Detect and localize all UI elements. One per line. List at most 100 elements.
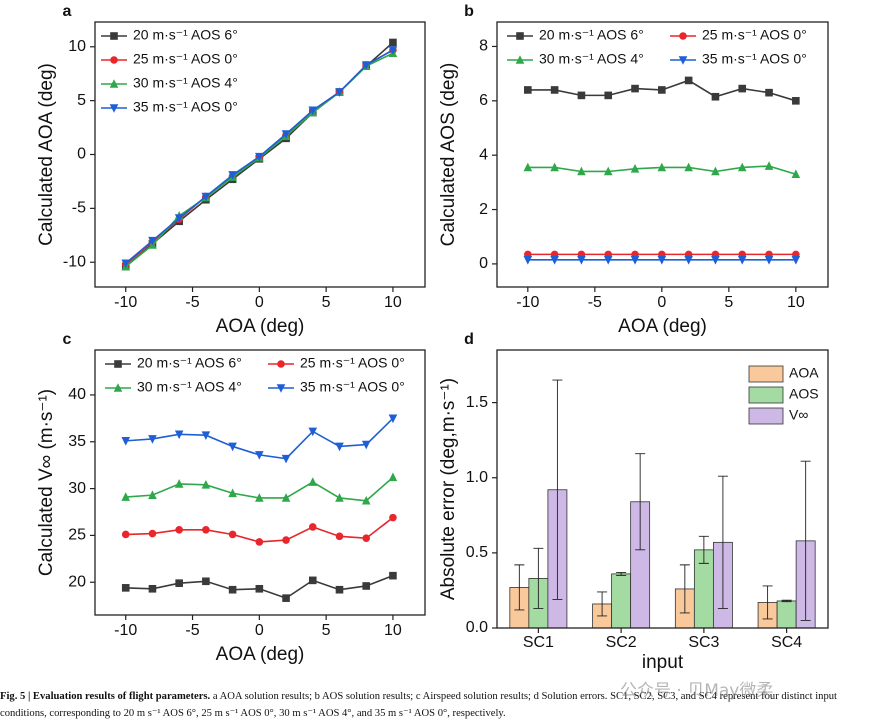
x-tick-label: -5 <box>185 622 199 639</box>
legend-marker <box>276 384 286 393</box>
marker <box>657 256 667 265</box>
legend-label: AOA <box>789 365 819 381</box>
error-bar <box>717 475 728 609</box>
marker <box>174 214 184 223</box>
marker <box>308 427 318 437</box>
y-tick-label: 0 <box>479 255 488 272</box>
error-bar <box>781 599 792 603</box>
y-tick-label: 0.5 <box>466 544 488 561</box>
legend-label: 35 m·s⁻¹ AOS 0° <box>133 99 238 115</box>
marker <box>308 106 318 116</box>
marker <box>388 414 398 424</box>
x-tick-label: -10 <box>114 622 137 639</box>
legend-marker <box>515 55 525 64</box>
marker <box>577 166 586 176</box>
y-axis-label: Calculated AOS (deg) <box>438 63 459 247</box>
y-axis-label: Calculated AOA (deg) <box>36 63 57 246</box>
x-tick-label: 10 <box>787 294 805 311</box>
marker <box>550 162 559 172</box>
bar <box>611 573 632 629</box>
plot-frame <box>94 349 426 616</box>
marker <box>711 166 720 176</box>
marker <box>255 538 264 546</box>
marker <box>175 525 183 534</box>
y-tick-label: 35 <box>68 433 86 450</box>
x-tick-label: -5 <box>588 294 602 311</box>
legend-marker <box>110 32 118 40</box>
marker <box>201 192 211 202</box>
error-bar <box>552 379 563 600</box>
x-tick-label: 0 <box>657 294 666 311</box>
marker <box>202 525 210 534</box>
y-tick-label: 30 <box>68 480 86 497</box>
marker <box>389 571 397 580</box>
marker <box>174 430 184 440</box>
legend-label: 35 m·s⁻¹ AOS 0° <box>702 51 807 67</box>
y-tick-label: 20 <box>68 573 86 590</box>
marker <box>281 493 291 502</box>
x-tick-label: 0 <box>255 294 264 311</box>
marker <box>737 256 747 265</box>
legend-swatch <box>748 365 784 383</box>
legend-label: 30 m·s⁻¹ AOS 4° <box>133 75 238 91</box>
marker <box>523 256 533 265</box>
x-axis-label: AOA (deg) <box>216 316 305 337</box>
marker <box>603 166 613 176</box>
marker <box>335 442 344 452</box>
marker <box>308 477 318 486</box>
legend-label: 25 m·s⁻¹ AOS 0° <box>300 355 405 371</box>
x-tick-label: SC4 <box>771 634 802 651</box>
marker <box>684 162 693 172</box>
marker <box>255 152 264 162</box>
y-tick-label: 0.0 <box>466 619 488 636</box>
plot-frame <box>496 21 829 288</box>
error-bar <box>635 453 646 551</box>
marker <box>148 236 157 246</box>
error-bar <box>616 571 627 576</box>
marker <box>228 530 237 539</box>
legend-marker <box>109 104 119 113</box>
marker <box>228 171 237 180</box>
marker <box>604 91 613 100</box>
marker <box>282 536 290 544</box>
x-tick-label: -10 <box>516 294 539 311</box>
marker <box>524 86 532 94</box>
y-tick-label: 0 <box>77 146 86 163</box>
marker <box>765 88 773 97</box>
panel-label: d <box>464 331 474 348</box>
y-tick-label: 25 <box>68 527 86 544</box>
legend-label: 30 m·s⁻¹ AOS 4° <box>137 379 242 395</box>
y-tick-label: 10 <box>68 38 86 55</box>
marker <box>389 513 397 522</box>
x-tick-label: SC2 <box>606 634 637 651</box>
marker <box>228 488 237 498</box>
marker <box>577 91 586 100</box>
marker <box>121 530 130 539</box>
marker <box>791 169 801 179</box>
error-bar <box>762 585 773 620</box>
y-tick-label: 40 <box>68 386 86 403</box>
marker <box>228 442 237 452</box>
y-axis-label: Calculated V∞ (m·s⁻¹) <box>36 389 57 576</box>
x-tick-label: SC1 <box>523 634 554 651</box>
marker <box>121 259 131 269</box>
marker <box>631 84 639 93</box>
marker <box>121 492 131 501</box>
marker <box>658 86 666 94</box>
marker <box>711 92 720 101</box>
marker <box>335 493 344 502</box>
marker <box>281 130 291 139</box>
y-tick-label: 4 <box>479 146 488 163</box>
marker <box>201 480 211 489</box>
caption-text: a AOA solution results; b AOS solution r… <box>0 691 837 719</box>
marker <box>148 490 157 499</box>
marker <box>657 162 667 172</box>
error-bar <box>698 535 709 564</box>
legend-marker <box>678 56 688 65</box>
marker <box>792 97 800 105</box>
marker <box>335 585 344 594</box>
legend-marker <box>109 79 119 88</box>
marker <box>308 576 317 585</box>
error-bar <box>514 564 525 611</box>
